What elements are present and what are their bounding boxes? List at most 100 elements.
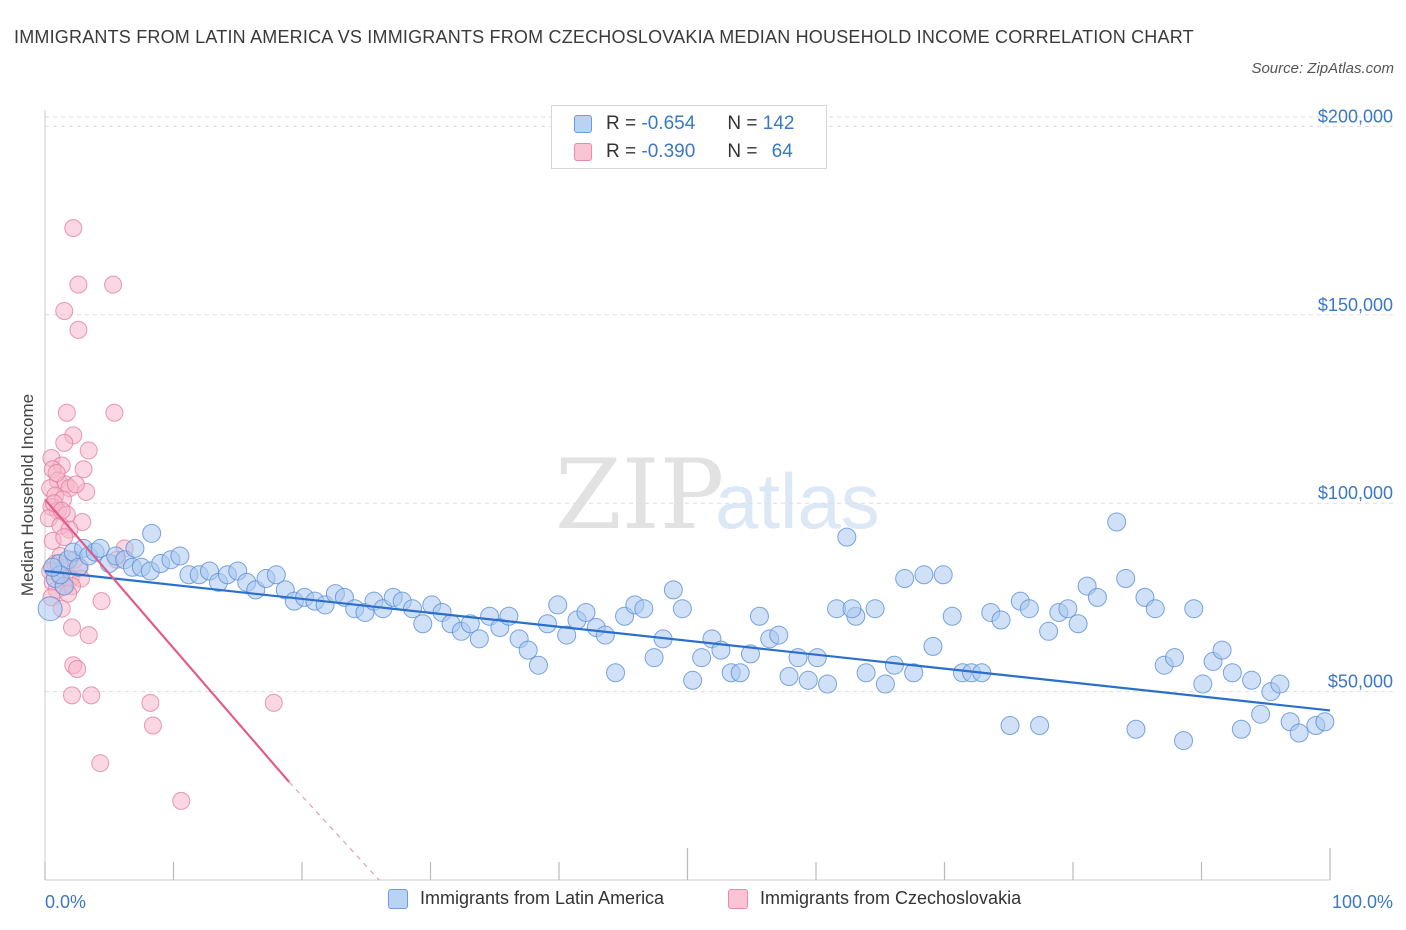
- legend-r-value: -0.654: [641, 113, 696, 134]
- data-point-latin-america: [807, 648, 827, 668]
- data-point-latin-america: [856, 663, 876, 683]
- data-point-latin-america: [914, 565, 934, 585]
- data-point-latin-america: [1000, 716, 1020, 736]
- data-point-latin-america: [1231, 719, 1251, 739]
- data-point-czechoslovakia: [91, 754, 110, 773]
- data-point-latin-america: [125, 538, 145, 558]
- data-point-czechoslovakia: [69, 275, 88, 294]
- data-point-latin-america: [740, 644, 760, 664]
- data-point-czechoslovakia: [69, 320, 88, 339]
- legend-r-label: R =: [606, 141, 637, 162]
- data-point-latin-america: [749, 606, 769, 626]
- legend-row-czechoslovakia: R = -0.390 N = 64: [574, 140, 793, 164]
- data-point-czechoslovakia: [62, 686, 81, 705]
- data-point-latin-america: [37, 596, 63, 622]
- data-point-latin-america: [798, 670, 818, 690]
- data-point-latin-america: [469, 629, 489, 649]
- data-point-latin-america: [606, 663, 626, 683]
- y-tick-label: $100,000: [1318, 483, 1393, 503]
- data-point-latin-america: [413, 614, 433, 634]
- y-tick-label: $150,000: [1318, 295, 1393, 315]
- data-point-latin-america: [1087, 587, 1107, 607]
- data-point-czechoslovakia: [92, 592, 111, 611]
- watermark-atlas: atlas: [715, 457, 880, 545]
- legend-label-czechoslovakia: Immigrants from Czechoslovakia: [760, 888, 1022, 908]
- y-tick-label: $50,000: [1328, 672, 1393, 692]
- trend-line-czechoslovakia-extension: [288, 781, 380, 881]
- data-point-czechoslovakia: [55, 433, 74, 452]
- data-point-latin-america: [1030, 716, 1050, 736]
- legend-label-latin-america: Immigrants from Latin America: [420, 888, 665, 908]
- series-latin-america: [37, 512, 1335, 751]
- data-point-latin-america: [895, 569, 915, 589]
- series-legend: Immigrants from Latin America Immigrants…: [0, 888, 1406, 916]
- data-point-latin-america: [875, 674, 895, 694]
- data-point-latin-america: [991, 610, 1011, 630]
- data-point-czechoslovakia: [68, 659, 87, 678]
- chart-title: IMMIGRANTS FROM LATIN AMERICA VS IMMIGRA…: [14, 27, 1194, 47]
- data-point-czechoslovakia: [141, 693, 160, 712]
- data-point-latin-america: [842, 599, 862, 619]
- data-point-latin-america: [1107, 512, 1127, 532]
- legend-n-value: 142: [762, 113, 795, 134]
- data-point-czechoslovakia: [57, 403, 76, 422]
- data-point-latin-america: [1222, 663, 1242, 683]
- data-point-czechoslovakia: [104, 275, 123, 294]
- data-point-latin-america: [1315, 712, 1335, 732]
- data-point-latin-america: [403, 599, 423, 619]
- data-point-latin-america: [90, 538, 110, 558]
- legend-swatch-blue: [574, 115, 592, 133]
- trend-line-czechoslovakia: [44, 498, 290, 783]
- data-point-latin-america: [1174, 731, 1194, 751]
- legend-item-czechoslovakia: Immigrants from Czechoslovakia: [728, 888, 1021, 909]
- data-point-czechoslovakia: [79, 441, 98, 460]
- data-point-czechoslovakia: [62, 618, 81, 637]
- data-point-latin-america: [460, 614, 480, 634]
- data-point-czechoslovakia: [143, 716, 162, 735]
- data-point-latin-america: [1212, 640, 1232, 660]
- x-tick-label-end: 100.0%: [1332, 892, 1393, 912]
- legend-swatch-pink: [574, 143, 592, 161]
- data-point-latin-america: [548, 595, 568, 615]
- data-point-latin-america: [634, 599, 654, 619]
- data-point-latin-america: [1126, 719, 1146, 739]
- data-point-latin-america: [837, 527, 857, 547]
- data-point-latin-america: [266, 565, 286, 585]
- data-point-latin-america: [1068, 614, 1088, 634]
- data-point-latin-america: [1058, 599, 1078, 619]
- legend-n-value: 64: [771, 141, 793, 162]
- y-tick-labels: $50,000 $100,000 $150,000 $200,000: [1318, 106, 1393, 691]
- watermark: ZIP atlas: [555, 439, 880, 551]
- data-point-latin-america: [518, 640, 538, 660]
- data-point-latin-america: [865, 599, 885, 619]
- data-point-latin-america: [1116, 569, 1136, 589]
- data-point-latin-america: [730, 663, 750, 683]
- data-point-latin-america: [884, 655, 904, 675]
- data-point-czechoslovakia: [172, 791, 191, 810]
- data-point-latin-america: [933, 565, 953, 585]
- series-czechoslovakia: [39, 219, 283, 810]
- data-point-czechoslovakia: [74, 460, 93, 479]
- data-point-latin-america: [1242, 670, 1262, 690]
- legend-r-label: R =: [606, 113, 637, 134]
- data-point-latin-america: [528, 655, 548, 675]
- watermark-zip: ZIP: [555, 439, 724, 551]
- data-point-czechoslovakia: [66, 475, 85, 494]
- data-point-latin-america: [942, 606, 962, 626]
- data-point-czechoslovakia: [55, 302, 74, 321]
- legend-swatch-blue: [388, 888, 408, 909]
- data-point-latin-america: [1019, 599, 1039, 619]
- data-point-latin-america: [576, 602, 596, 622]
- data-point-czechoslovakia: [82, 686, 101, 705]
- legend-item-latin-america: Immigrants from Latin America: [388, 888, 664, 909]
- data-point-latin-america: [1270, 674, 1290, 694]
- data-point-latin-america: [1251, 704, 1271, 724]
- data-point-latin-america: [663, 580, 683, 600]
- legend-swatch-pink: [728, 888, 748, 909]
- trend-lines: [44, 498, 1331, 881]
- data-point-latin-america: [595, 625, 615, 645]
- legend-n-label: N =: [727, 141, 758, 162]
- y-tick-label: $200,000: [1318, 106, 1393, 126]
- data-point-czechoslovakia: [64, 219, 83, 238]
- data-point-latin-america: [672, 599, 692, 619]
